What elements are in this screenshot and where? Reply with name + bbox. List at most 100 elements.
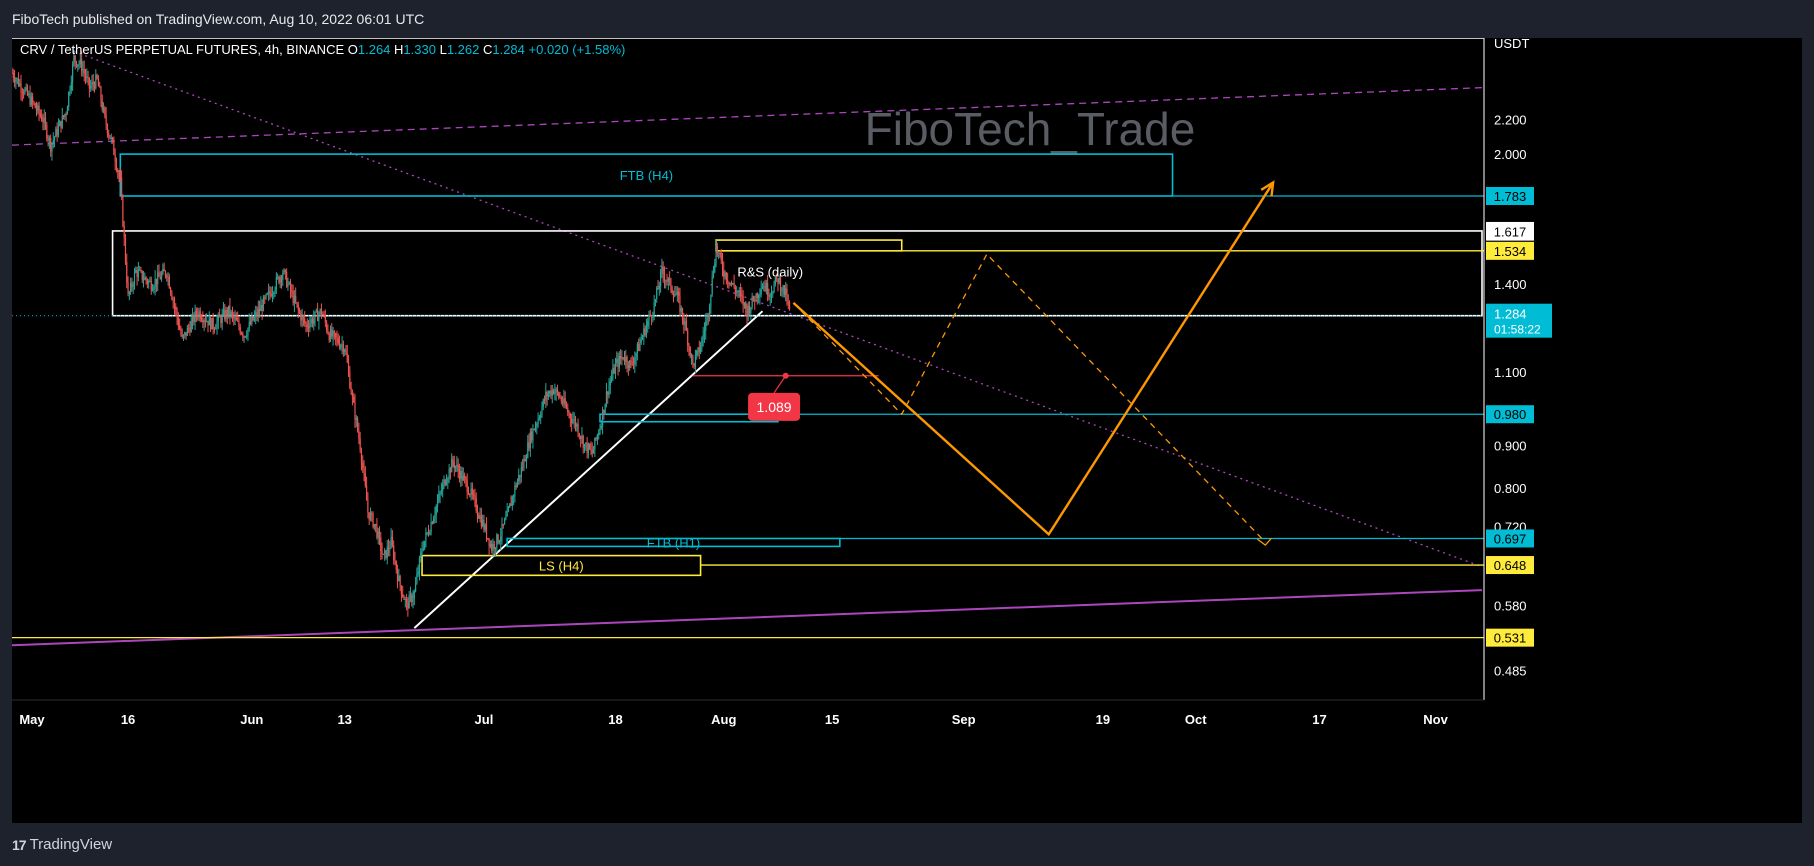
candle-body-376 [496,534,498,548]
candle-body-460 [604,404,606,413]
candle-body-165 [224,310,226,319]
candle-body-437 [574,419,577,427]
candle-body-46 [70,82,72,90]
candle-body-249 [332,331,334,337]
ohlc-high-value: 1.330 [403,42,439,57]
candle-body-44 [68,92,70,108]
candle-body-478 [627,365,629,369]
candle-body-140 [191,315,194,321]
currency-label: USDT [1494,38,1529,51]
tradingview-logo[interactable]: 17 TradingView [12,836,112,853]
watermark: FiboTech_Trade [865,103,1196,155]
chart-area[interactable]: FiboTech_Trade FTB (H4) FTB (H1) LS (H4) R… [11,36,1802,823]
forecast-arrowhead-1 [1256,537,1272,547]
candle-body-86 [122,196,124,227]
candle-body-83 [118,172,120,177]
candle-body-587 [768,295,770,297]
candle-body-373 [492,543,494,551]
candle-body-323 [427,532,430,535]
ohlc-change: +0.020 (+1.58%) [529,42,626,57]
candle-body-174 [235,317,237,321]
candle-body-454 [596,434,599,440]
candle-body-248 [331,329,333,337]
price-chart[interactable]: FiboTech_Trade FTB (H4) FTB (H1) LS (H4) R… [11,36,1802,823]
candle-body-514 [674,294,676,297]
y-tick-label-4: 0.900 [1494,438,1527,453]
candle-body-573 [750,307,752,313]
candle-body-331 [438,494,440,502]
candle-body-60 [88,77,90,89]
candle-body-4 [16,78,18,80]
candle-body-472 [620,356,622,359]
candle-body-192 [258,308,261,312]
candle-body-403 [531,431,533,441]
candle-body-272 [362,462,364,468]
candle-body-508 [666,280,668,282]
candle-body-18 [34,103,36,108]
candle-body-160 [217,315,219,322]
candle-body-346 [457,464,459,471]
candle-body-485 [636,344,638,354]
candle-body-230 [307,326,310,329]
candle-body-206 [277,276,279,278]
candle-body-109 [151,289,154,291]
candle-body-5 [17,78,20,86]
candle-body-141 [193,315,195,322]
ohlc-close-label: C [483,42,492,57]
price-label-2: 1.617 [1494,225,1527,240]
candle-body-226 [302,315,305,319]
candle-body-594 [777,278,779,284]
candle-body-378 [498,541,501,543]
candle-body-55 [82,69,84,71]
candle-body-548 [718,253,720,255]
candle-body-432 [568,412,570,414]
candle-body-145 [198,311,200,316]
candle-body-329 [435,506,437,515]
trend-line-3 [413,310,764,629]
candle-body-517 [678,292,680,296]
candle-body-487 [639,342,641,351]
candle-body-313 [415,583,417,592]
candle-body-79 [113,140,115,155]
candle-body-243 [324,315,326,323]
candle-body-185 [249,321,252,325]
candle-body-180 [243,336,245,338]
candle-body-398 [524,458,526,462]
candle-body-262 [349,371,351,388]
candle-body-320 [424,540,426,549]
x-tick-label-1: 16 [121,712,135,727]
candle-body-339 [448,468,450,479]
candle-body-196 [264,297,266,299]
candle-body-276 [367,500,369,513]
candle-body-220 [295,295,297,303]
candle-body-225 [301,315,303,321]
y-tick-label-2: 1.400 [1494,277,1527,292]
candle-body-82 [117,169,119,173]
candle-body-527 [690,355,693,357]
forecast-arrowhead-0 [1260,180,1275,197]
candle-body-63 [92,81,94,85]
candle-body-443 [582,436,584,449]
trend-line-2 [11,589,1483,647]
candle-body-71 [102,107,105,110]
candle-body-112 [155,278,158,285]
candle-body-385 [507,507,510,511]
candle-body-155 [211,317,213,330]
candle-body-413 [543,399,546,401]
candle-body-277 [368,512,370,520]
candle-body-486 [638,344,640,351]
candle-body-161 [219,315,221,318]
candle-body-213 [286,272,288,287]
tradingview-logo-icon: 17 [12,836,27,853]
candle-body-162 [220,317,222,324]
candle-body-445 [585,442,587,445]
candle-body-484 [635,353,637,359]
candle-body-166 [225,309,227,319]
candle-body-48 [73,55,75,65]
candle-body-163 [221,313,223,324]
last-price-countdown: 01:58:22 [1494,323,1541,337]
candle-body-574 [751,296,753,308]
candle-body-246 [328,333,330,341]
candle-body-502 [658,285,660,290]
candle-body-176 [238,321,240,328]
